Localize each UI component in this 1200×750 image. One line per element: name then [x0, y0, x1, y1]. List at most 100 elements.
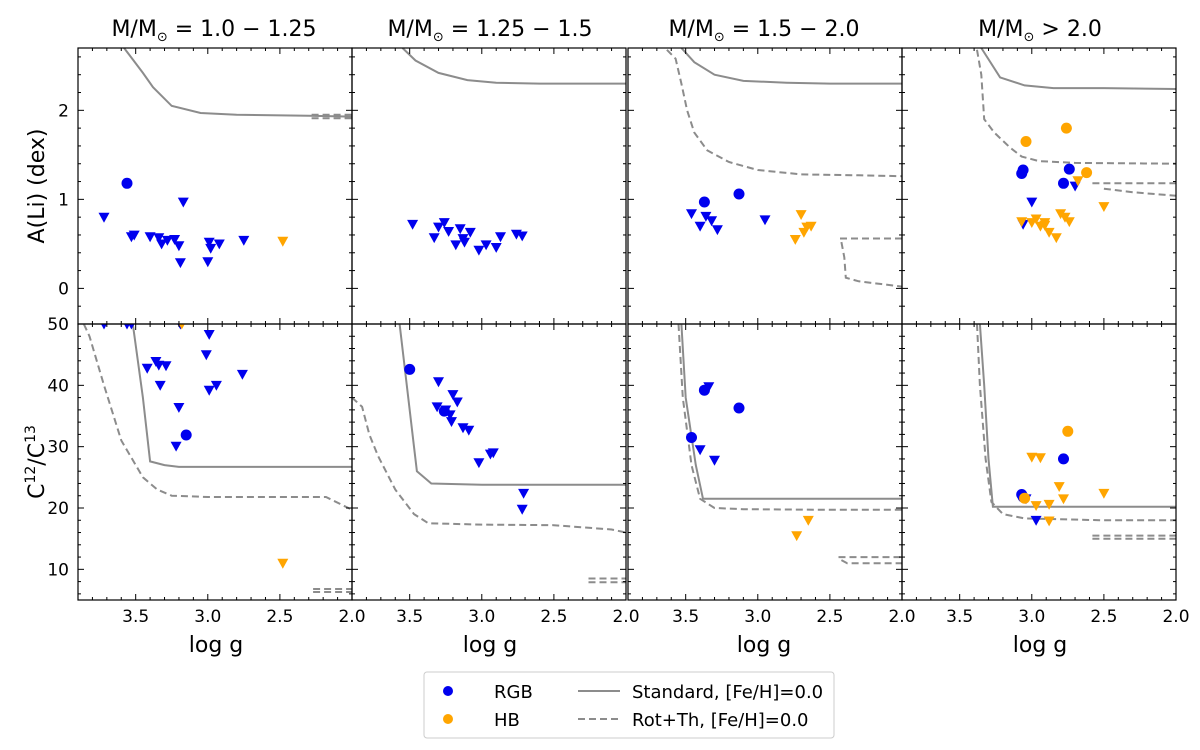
y-tick-label: 10 — [47, 560, 69, 580]
standard-model-line — [680, 324, 902, 500]
rgb-upper-limit-point — [154, 380, 166, 391]
rgb-upper-limit-point — [433, 222, 444, 233]
panel-cc-col2: 3.5 3.0 2.5 2.0 — [351, 323, 640, 627]
column-title-4: M/M⊙ > 2.0 — [978, 17, 1102, 45]
rgb-upper-limit-point — [431, 402, 443, 413]
hb-upper-limit-point — [1030, 214, 1042, 225]
column-title-3: M/M⊙ = 1.5 − 2.0 — [668, 17, 859, 45]
x-axis-label-4: log g — [1013, 633, 1068, 658]
rgb-upper-limit-point — [173, 403, 185, 413]
hb-upper-limit-point — [1050, 233, 1062, 244]
rgb-upper-limit-point — [463, 425, 475, 436]
panel-content — [976, 324, 1176, 540]
panel-cc-col3: 3.5 3.0 2.5 2.0 — [627, 323, 916, 627]
legend-rgb-label: RGB — [494, 682, 533, 703]
legend-rgb-marker — [443, 686, 453, 696]
column-title-1: M/M⊙ = 1.0 − 1.25 — [111, 17, 316, 45]
panel-content — [82, 324, 352, 593]
panel-frame — [351, 47, 627, 325]
rgb-upper-limit-point — [446, 417, 457, 427]
rgb-upper-limit-point — [518, 488, 530, 499]
rgb-upper-limit-point — [210, 380, 222, 391]
rgb-upper-limit-point — [473, 245, 485, 256]
hb-upper-limit-point — [1043, 516, 1055, 527]
rgb-upper-limit-point — [700, 211, 712, 222]
rgb-detection-point — [698, 196, 710, 208]
x-tick-label: 2.5 — [540, 607, 567, 627]
hb-upper-limit-point — [277, 236, 289, 247]
rgb-upper-limit-point — [428, 233, 440, 244]
rgb-upper-limit-point — [213, 239, 225, 250]
rotth-model-line-segment — [1103, 187, 1176, 197]
x-tick-label: 2.0 — [1162, 607, 1189, 627]
y-tick-label: 2 — [58, 101, 69, 121]
rgb-upper-limit-point — [203, 330, 215, 340]
hb-upper-limit-point — [1034, 453, 1046, 464]
x-tick-label: 3.5 — [396, 607, 423, 627]
legend-rotth-label: Rot+Th, [Fe/H]=0.0 — [632, 710, 809, 731]
rgb-upper-limit-point — [706, 216, 718, 227]
column-titles: M/M⊙ = 1.0 − 1.25 M/M⊙ = 1.25 − 1.5 M/M⊙… — [111, 17, 1101, 45]
panel-ali-col3 — [627, 47, 903, 325]
y-tick-label: 30 — [47, 438, 69, 458]
standard-model-line — [131, 324, 352, 468]
panel-ali-col1: 0 1 2 — [58, 47, 353, 325]
rgb-upper-limit-point — [156, 239, 168, 250]
hb-detection-point — [1081, 167, 1093, 179]
rgb-upper-limit-point — [128, 230, 140, 241]
panel-cc-col1: 3.5 3.0 2.5 2.0 10 20 30 40 50 — [47, 315, 365, 627]
rotth-model-line — [976, 324, 1176, 522]
standard-model-line — [401, 48, 626, 85]
hb-upper-limit-point — [795, 210, 807, 220]
rgb-upper-limit-point — [433, 377, 444, 388]
rotth-model-line — [677, 324, 902, 511]
rgb-upper-limit-point — [451, 397, 463, 408]
panel-frame — [627, 323, 903, 601]
rgb-detection-point — [686, 432, 697, 443]
standard-model-line — [980, 48, 1176, 90]
panel-content — [401, 48, 626, 256]
hb-upper-limit-point — [1053, 482, 1065, 492]
hb-upper-limit-point — [1043, 499, 1055, 510]
hb-upper-limit-point — [1016, 217, 1028, 228]
rgb-upper-limit-point — [516, 231, 528, 242]
legend-standard-label: Standard, [Fe/H]=0.0 — [632, 682, 823, 703]
y-tick-label: 1 — [58, 190, 69, 210]
y-tick-label: 40 — [47, 376, 69, 396]
rgb-upper-limit-point — [141, 363, 153, 374]
rgb-upper-limit-point — [495, 232, 506, 243]
x-tick-label: 3.5 — [672, 607, 699, 627]
rgb-detection-point — [1017, 164, 1029, 176]
panel-frame — [901, 323, 1177, 601]
rgb-upper-limit-point — [464, 227, 476, 238]
hb-upper-limit-point — [178, 324, 185, 330]
panel-frame — [351, 323, 627, 601]
rgb-upper-limit-point — [490, 243, 502, 253]
rgb-detection-point — [733, 188, 745, 200]
x-tick-label: 3.0 — [194, 607, 221, 627]
rgb-upper-limit-point — [1030, 515, 1042, 526]
x-tick-label: 3.0 — [468, 607, 495, 627]
panel-frame — [77, 323, 353, 601]
rgb-detection-point — [698, 384, 710, 396]
rgb-upper-limit-point — [177, 197, 189, 208]
panel-ali-col4 — [901, 47, 1177, 325]
hb-upper-limit-point — [1039, 220, 1051, 231]
x-tick-label: 2.0 — [612, 607, 639, 627]
rgb-upper-limit-point — [161, 235, 173, 246]
legend: RGB HB Standard, [Fe/H]=0.0 Rot+Th, [Fe/… — [423, 671, 835, 739]
x-tick-label: 2.5 — [816, 607, 843, 627]
rgb-upper-limit-point — [1026, 197, 1038, 208]
rgb-upper-limit-point — [694, 445, 706, 456]
x-tick-label: 3.0 — [744, 607, 771, 627]
hb-upper-limit-point — [1030, 501, 1042, 511]
hb-upper-limit-point — [789, 235, 801, 245]
rgb-detection-point — [404, 363, 416, 375]
panel-content — [98, 48, 352, 269]
rgb-upper-limit-point — [459, 237, 470, 248]
standard-model-line — [123, 48, 352, 118]
panel-frame — [77, 47, 353, 325]
rgb-detection-point — [1058, 177, 1069, 189]
rgb-detection-point — [733, 402, 745, 414]
x-axis-label-1: log g — [189, 633, 244, 658]
